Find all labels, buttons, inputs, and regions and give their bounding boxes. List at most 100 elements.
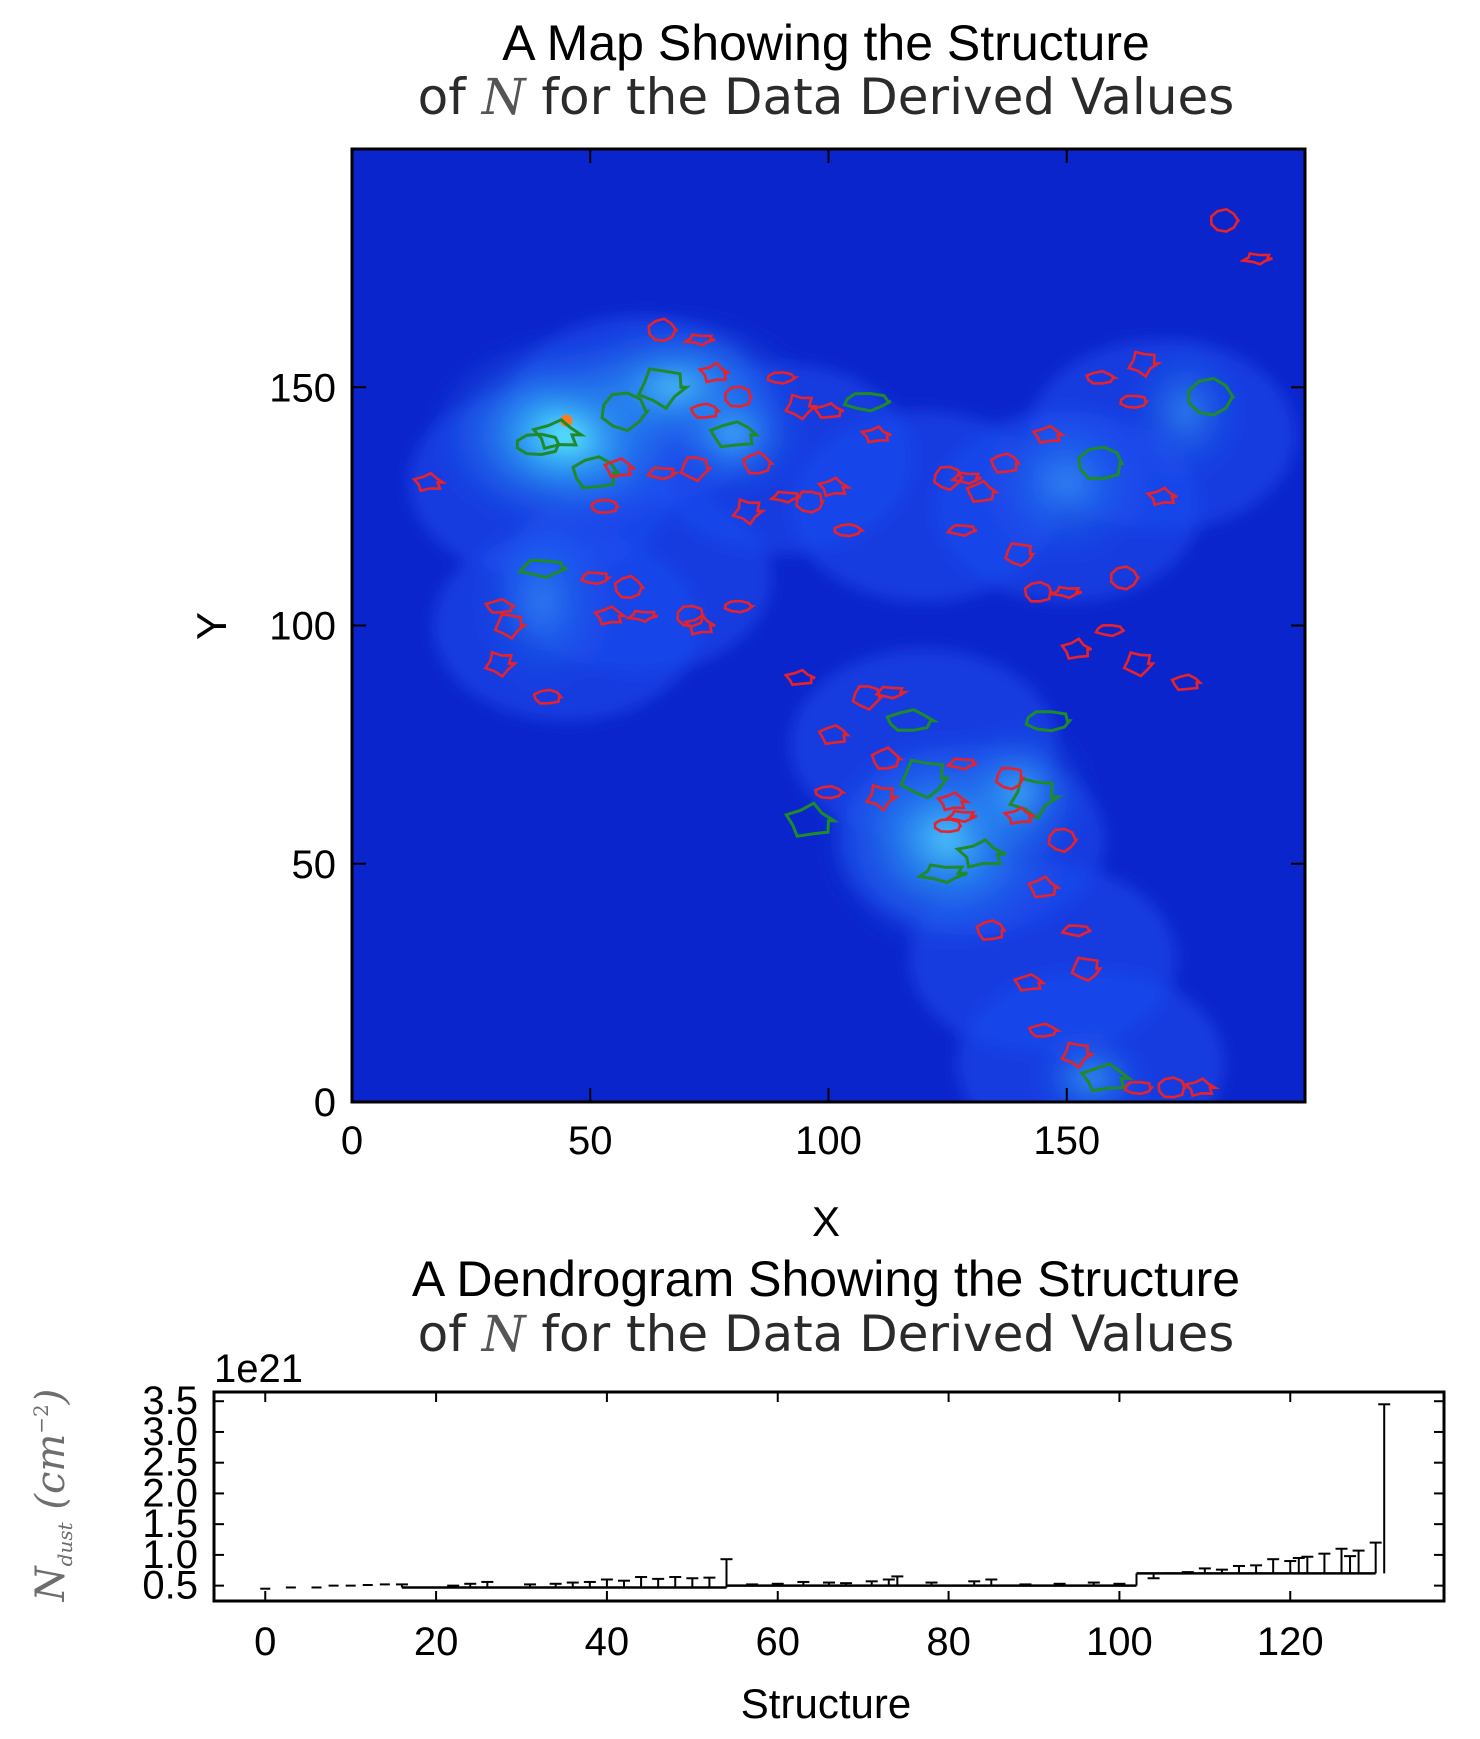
contour-red — [689, 402, 722, 420]
contour-red — [532, 688, 564, 705]
contour-red — [723, 599, 757, 614]
contour-red — [411, 471, 448, 493]
contour-red — [768, 490, 802, 504]
contour-green — [571, 455, 621, 490]
contour-red — [816, 476, 853, 498]
contour-red — [935, 790, 972, 812]
contour-red — [676, 604, 706, 628]
contour-red — [1094, 623, 1125, 638]
contour-red — [1027, 1022, 1063, 1038]
dendro-offset-text: 1e21 — [214, 1347, 303, 1391]
contour-green — [915, 863, 968, 885]
contour-red — [592, 605, 629, 626]
dendro-title-line2: of N for the Data Derived Values — [418, 1305, 1235, 1363]
contour-green — [1187, 376, 1236, 417]
dendrogram-chart: A Dendrogram Showing the Structure of N … — [28, 1251, 1446, 1727]
contour-red — [683, 613, 716, 636]
contour-red — [817, 723, 851, 746]
contour-red — [1048, 585, 1083, 600]
contour-red — [766, 371, 800, 385]
dendro-axes: 0 20 40 60 80 100 120 0.51.01.52.02.53.03.5 — [142, 1379, 1444, 1664]
contour-red — [945, 524, 978, 538]
contour-red — [731, 497, 767, 526]
contour-green — [885, 708, 940, 732]
dendro-xtick-label: 0 — [254, 1620, 276, 1664]
contour-green — [1079, 1062, 1134, 1093]
contour-red — [1123, 1080, 1155, 1096]
map-title-line2: of N for the Data Derived Values — [418, 68, 1235, 126]
contour-red — [1027, 875, 1063, 899]
dendro-xtick-label: 20 — [414, 1620, 459, 1664]
dendro-ylabel: Ndust (cm−2) — [28, 1389, 77, 1603]
contour-red — [1209, 207, 1241, 233]
contour-red — [783, 393, 819, 421]
contour-red — [647, 317, 679, 343]
map-chart: A Map Showing the Structure of N for the… — [188, 15, 1307, 1245]
contour-green — [515, 432, 562, 457]
map-title-line1: A Map Showing the Structure — [502, 15, 1150, 71]
contour-red — [493, 612, 528, 641]
contour-red — [724, 385, 753, 408]
dendro-ytick-label: 3.5 — [142, 1379, 198, 1423]
contour-red — [1023, 580, 1054, 603]
contour-red — [949, 471, 982, 485]
dendro-ytick-label: 2.0 — [142, 1471, 198, 1515]
contour-red — [859, 425, 892, 444]
dendro-ytick-label: 3.0 — [142, 1410, 198, 1454]
contour-green — [1077, 445, 1125, 481]
contour-green — [842, 391, 892, 413]
bright-region — [973, 389, 1161, 576]
contour-red — [483, 597, 516, 614]
contour-red — [624, 609, 659, 624]
contour-green — [517, 558, 568, 580]
contour-red — [1109, 565, 1141, 591]
contour-red — [1126, 350, 1163, 379]
contour-red — [1047, 827, 1079, 854]
dendro-ytick-label: 2.5 — [142, 1441, 198, 1485]
map-xtick-label: 0 — [341, 1119, 363, 1163]
dendro-plot-area — [212, 1390, 1446, 1603]
contour-red — [579, 571, 613, 586]
contour-red — [783, 668, 816, 687]
map-intensity-layer — [409, 307, 1296, 1102]
dendro-xtick-label: 120 — [1257, 1620, 1324, 1664]
map-ytick-label: 50 — [292, 843, 337, 887]
contour-red — [741, 450, 775, 475]
contour-red — [814, 784, 847, 800]
bright-region — [1023, 1024, 1158, 1102]
bright-region — [462, 494, 623, 709]
contour-red — [1002, 805, 1035, 825]
map-xtick-label: 150 — [1033, 1119, 1100, 1163]
dendro-xtick-label: 100 — [1086, 1620, 1153, 1664]
contour-red — [1183, 1077, 1220, 1098]
contour-red — [944, 757, 978, 771]
contour-green — [899, 758, 951, 800]
contour-red — [1145, 486, 1178, 507]
contour-red — [1170, 673, 1204, 692]
map-contour-layer — [411, 207, 1273, 1099]
dendro-xtick-label: 60 — [756, 1620, 801, 1664]
contour-red — [933, 818, 963, 834]
map-xtick-label: 100 — [795, 1119, 862, 1163]
contour-green — [1007, 776, 1064, 821]
contour-red — [1060, 1041, 1096, 1070]
contour-red — [645, 466, 681, 481]
map-xlabel: X — [812, 1198, 840, 1245]
contour-red — [812, 401, 845, 420]
contour-red — [870, 746, 905, 770]
contour-red — [1060, 924, 1092, 938]
contour-red — [965, 479, 1000, 503]
contour-red — [1119, 394, 1150, 409]
contour-red — [1122, 651, 1156, 678]
contour-red — [1059, 637, 1093, 660]
contour-red — [1012, 972, 1047, 992]
contour-green — [708, 420, 761, 449]
contour-green — [600, 391, 651, 433]
dendro-xtick-label: 80 — [926, 1620, 971, 1664]
contour-red — [989, 452, 1022, 474]
contour-red — [794, 490, 825, 514]
contour-red — [1031, 424, 1067, 445]
contour-red — [833, 522, 866, 538]
contour-red — [613, 574, 646, 600]
contour-red — [994, 766, 1026, 791]
